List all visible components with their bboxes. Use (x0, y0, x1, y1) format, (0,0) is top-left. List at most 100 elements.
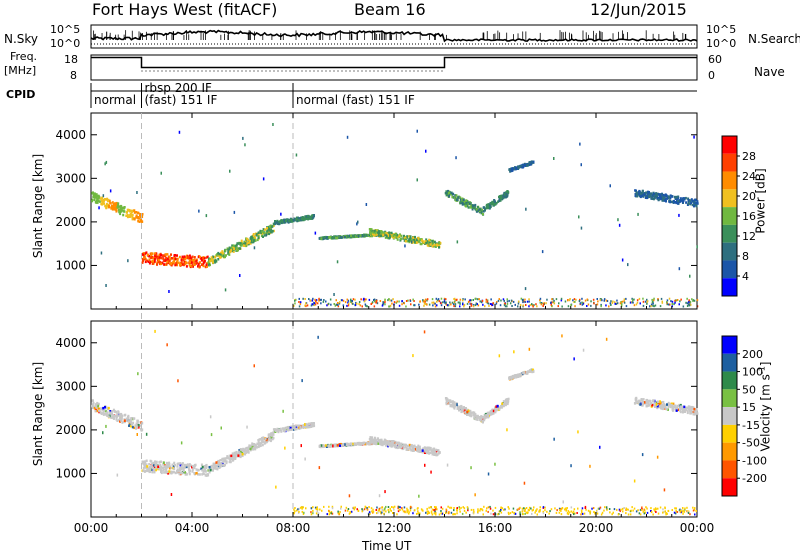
time-tick-label: 12:00 (377, 521, 412, 535)
clutter-cell (637, 509, 639, 512)
data-cell (237, 450, 240, 454)
data-cell (158, 254, 161, 258)
noise-axis-top-right: 10^5 (706, 23, 737, 36)
data-cell (403, 444, 406, 447)
data-cell (176, 462, 179, 466)
clutter-cell (691, 298, 693, 301)
data-cell (498, 195, 500, 199)
data-cell (408, 443, 411, 447)
clutter-cell (448, 511, 450, 514)
data-cell (226, 455, 229, 458)
data-cell (228, 253, 231, 256)
data-cell (123, 206, 126, 209)
clutter-cell (348, 302, 350, 305)
clutter-cell (692, 506, 694, 509)
data-cell (377, 234, 380, 237)
data-cell (105, 204, 108, 207)
data-cell (687, 197, 690, 200)
data-cell (171, 262, 174, 266)
clutter-cell (444, 301, 446, 304)
clutter-cell (596, 512, 599, 515)
data-cell (676, 202, 679, 205)
data-cell (133, 417, 136, 420)
clutter-cell (615, 303, 617, 305)
data-cell (111, 410, 114, 413)
data-cell (473, 206, 476, 209)
data-cell (400, 442, 403, 446)
data-cell (107, 406, 110, 410)
data-cell (413, 444, 416, 448)
clutter-cell (352, 506, 355, 509)
clutter-cell (500, 511, 503, 514)
data-cell (231, 248, 234, 251)
data-cell (190, 261, 193, 264)
clutter-cell (509, 512, 512, 515)
clutter-cell (534, 511, 536, 514)
data-cell (144, 465, 147, 468)
speckle-cell (209, 415, 212, 419)
data-cell (160, 254, 163, 257)
data-cell (140, 428, 143, 431)
clutter-cell (577, 507, 579, 510)
speckle-cell (618, 223, 621, 227)
data-cell (474, 413, 477, 416)
freq-panel-frame (90, 54, 698, 81)
data-cell (131, 216, 134, 220)
clutter-cell (545, 302, 547, 305)
clutter-cell (625, 305, 628, 308)
data-cell (505, 192, 508, 196)
data-cell (635, 398, 638, 401)
data-cell (679, 410, 682, 414)
data-cell (378, 230, 380, 233)
data-cell (311, 422, 314, 425)
nsearch-label: N.Search (748, 32, 800, 46)
clutter-cell (323, 505, 325, 508)
data-cell (252, 446, 255, 450)
clutter-cell (508, 507, 510, 510)
data-cell (403, 239, 406, 242)
data-cell (252, 448, 255, 451)
clutter-cell (485, 300, 487, 303)
clutter-cell (676, 299, 679, 301)
data-cell (176, 470, 178, 473)
data-cell (295, 424, 298, 428)
clutter-cell (335, 299, 337, 302)
data-cell (689, 202, 692, 206)
clutter-cell (492, 302, 494, 305)
clutter-cell (689, 301, 692, 304)
clutter-cell (382, 301, 384, 304)
data-cell (105, 406, 108, 409)
clutter-cell (298, 305, 301, 308)
data-cell (532, 160, 535, 164)
data-cell (160, 466, 163, 469)
data-cell (635, 191, 638, 194)
data-cell (651, 197, 654, 200)
data-cell (117, 208, 120, 212)
clutter-cell (550, 508, 553, 511)
speckle-cell (696, 245, 698, 249)
data-cell (164, 253, 167, 256)
data-cell (390, 231, 393, 235)
data-cell (677, 197, 680, 200)
clutter-cell (434, 305, 437, 308)
data-cell (416, 238, 418, 241)
clutter-cell (428, 506, 430, 509)
data-cell (163, 465, 166, 468)
clutter-cell (481, 299, 484, 302)
clutter-cell (395, 301, 398, 304)
clutter-cell (650, 507, 652, 510)
clutter-cell (596, 303, 599, 306)
data-cell (247, 451, 250, 454)
clutter-cell (539, 301, 541, 304)
clutter-cell (549, 510, 551, 513)
clutter-cell (426, 303, 428, 306)
clutter-cell (372, 510, 375, 513)
data-cell (657, 198, 660, 202)
clutter-cell (669, 303, 671, 306)
noise-axis-top: 10^5 (50, 23, 81, 36)
data-cell (216, 467, 219, 471)
speckle-cell (456, 403, 458, 407)
speckle-cell (378, 494, 381, 498)
data-cell (510, 375, 513, 378)
data-cell (193, 263, 196, 266)
